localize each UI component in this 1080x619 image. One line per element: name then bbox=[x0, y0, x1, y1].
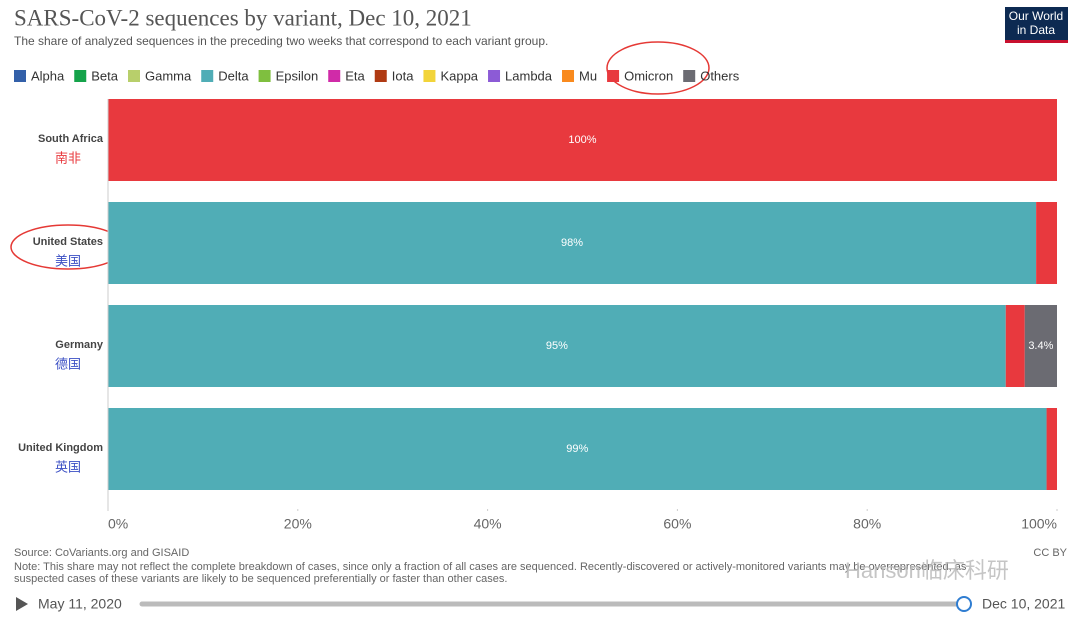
y-tick-label: United States bbox=[33, 236, 103, 248]
chart-title: SARS-CoV-2 sequences by variant, Dec 10,… bbox=[14, 5, 472, 30]
legend-swatch bbox=[607, 70, 620, 82]
legend-swatch bbox=[374, 70, 387, 82]
legend-label: Gamma bbox=[145, 68, 192, 83]
bar-segment bbox=[108, 305, 1006, 387]
highlight-circle bbox=[606, 41, 710, 95]
timeline-handle[interactable] bbox=[956, 596, 972, 612]
legend-swatch bbox=[562, 70, 575, 82]
data-label: 100% bbox=[568, 134, 596, 146]
watermark: Hanson临床科研 bbox=[845, 558, 1009, 583]
legend-label: Omicron bbox=[624, 68, 673, 83]
legend-swatch bbox=[328, 70, 341, 82]
bar-segment bbox=[1036, 202, 1057, 284]
legend-label: Alpha bbox=[31, 68, 65, 83]
logo-text: Our World bbox=[1009, 9, 1063, 23]
legend-swatch bbox=[74, 70, 87, 82]
y-tick-label: Germany bbox=[55, 339, 104, 351]
logo-text: in Data bbox=[1017, 23, 1055, 37]
legend-swatch bbox=[683, 70, 696, 82]
bar-segment bbox=[1046, 408, 1057, 490]
bar-segment bbox=[108, 202, 1037, 284]
timeline-start: May 11, 2020 bbox=[38, 596, 122, 612]
bar-segment bbox=[1024, 305, 1057, 387]
x-tick-label: 100% bbox=[1021, 516, 1057, 532]
play-button[interactable] bbox=[16, 597, 28, 611]
data-label: 99% bbox=[566, 443, 588, 455]
data-label: 3.4% bbox=[1028, 340, 1053, 352]
logo bbox=[1005, 7, 1068, 43]
legend-swatch bbox=[128, 70, 140, 82]
annotation: 英国 bbox=[55, 459, 81, 474]
x-tick-label: 0% bbox=[108, 516, 128, 532]
legend-label: Iota bbox=[392, 68, 414, 83]
timeline-end: Dec 10, 2021 bbox=[982, 596, 1065, 612]
annotation: 南非 bbox=[55, 150, 81, 165]
note: Note: This share may not reflect the com… bbox=[14, 561, 967, 573]
annotation: 美国 bbox=[55, 253, 81, 268]
x-tick-label: 80% bbox=[853, 516, 881, 532]
x-tick-label: 60% bbox=[663, 516, 691, 532]
legend-label: Epsilon bbox=[276, 68, 319, 83]
logo-stripe bbox=[1005, 40, 1068, 43]
legend-label: Mu bbox=[579, 68, 597, 83]
bar-segment bbox=[1005, 305, 1025, 387]
x-tick-label: 20% bbox=[284, 516, 312, 532]
legend-label: Eta bbox=[345, 68, 365, 83]
legend-swatch bbox=[201, 70, 214, 82]
x-tick-label: 40% bbox=[474, 516, 502, 532]
source: Source: CoVariants.org and GISAID bbox=[14, 547, 189, 559]
legend-swatch bbox=[14, 70, 26, 82]
legend-label: Delta bbox=[218, 68, 249, 83]
annotation: 德国 bbox=[55, 356, 81, 371]
bar-segment bbox=[108, 99, 1057, 181]
legend-swatch bbox=[258, 70, 271, 82]
legend-swatch bbox=[423, 70, 436, 82]
legend-swatch bbox=[488, 70, 501, 82]
note: suspected cases of these variants are li… bbox=[14, 573, 507, 585]
y-tick-label: United Kingdom bbox=[18, 442, 103, 454]
license: CC BY bbox=[1033, 547, 1067, 559]
chart-subtitle: The share of analyzed sequences in the p… bbox=[14, 34, 548, 48]
legend-label: Others bbox=[700, 68, 740, 83]
y-tick-label: South Africa bbox=[38, 133, 104, 145]
legend-label: Beta bbox=[91, 68, 119, 83]
data-label: 95% bbox=[546, 340, 568, 352]
legend-label: Kappa bbox=[440, 68, 478, 83]
data-label: 98% bbox=[561, 237, 583, 249]
legend-label: Lambda bbox=[505, 68, 553, 83]
bar-segment bbox=[108, 408, 1047, 490]
